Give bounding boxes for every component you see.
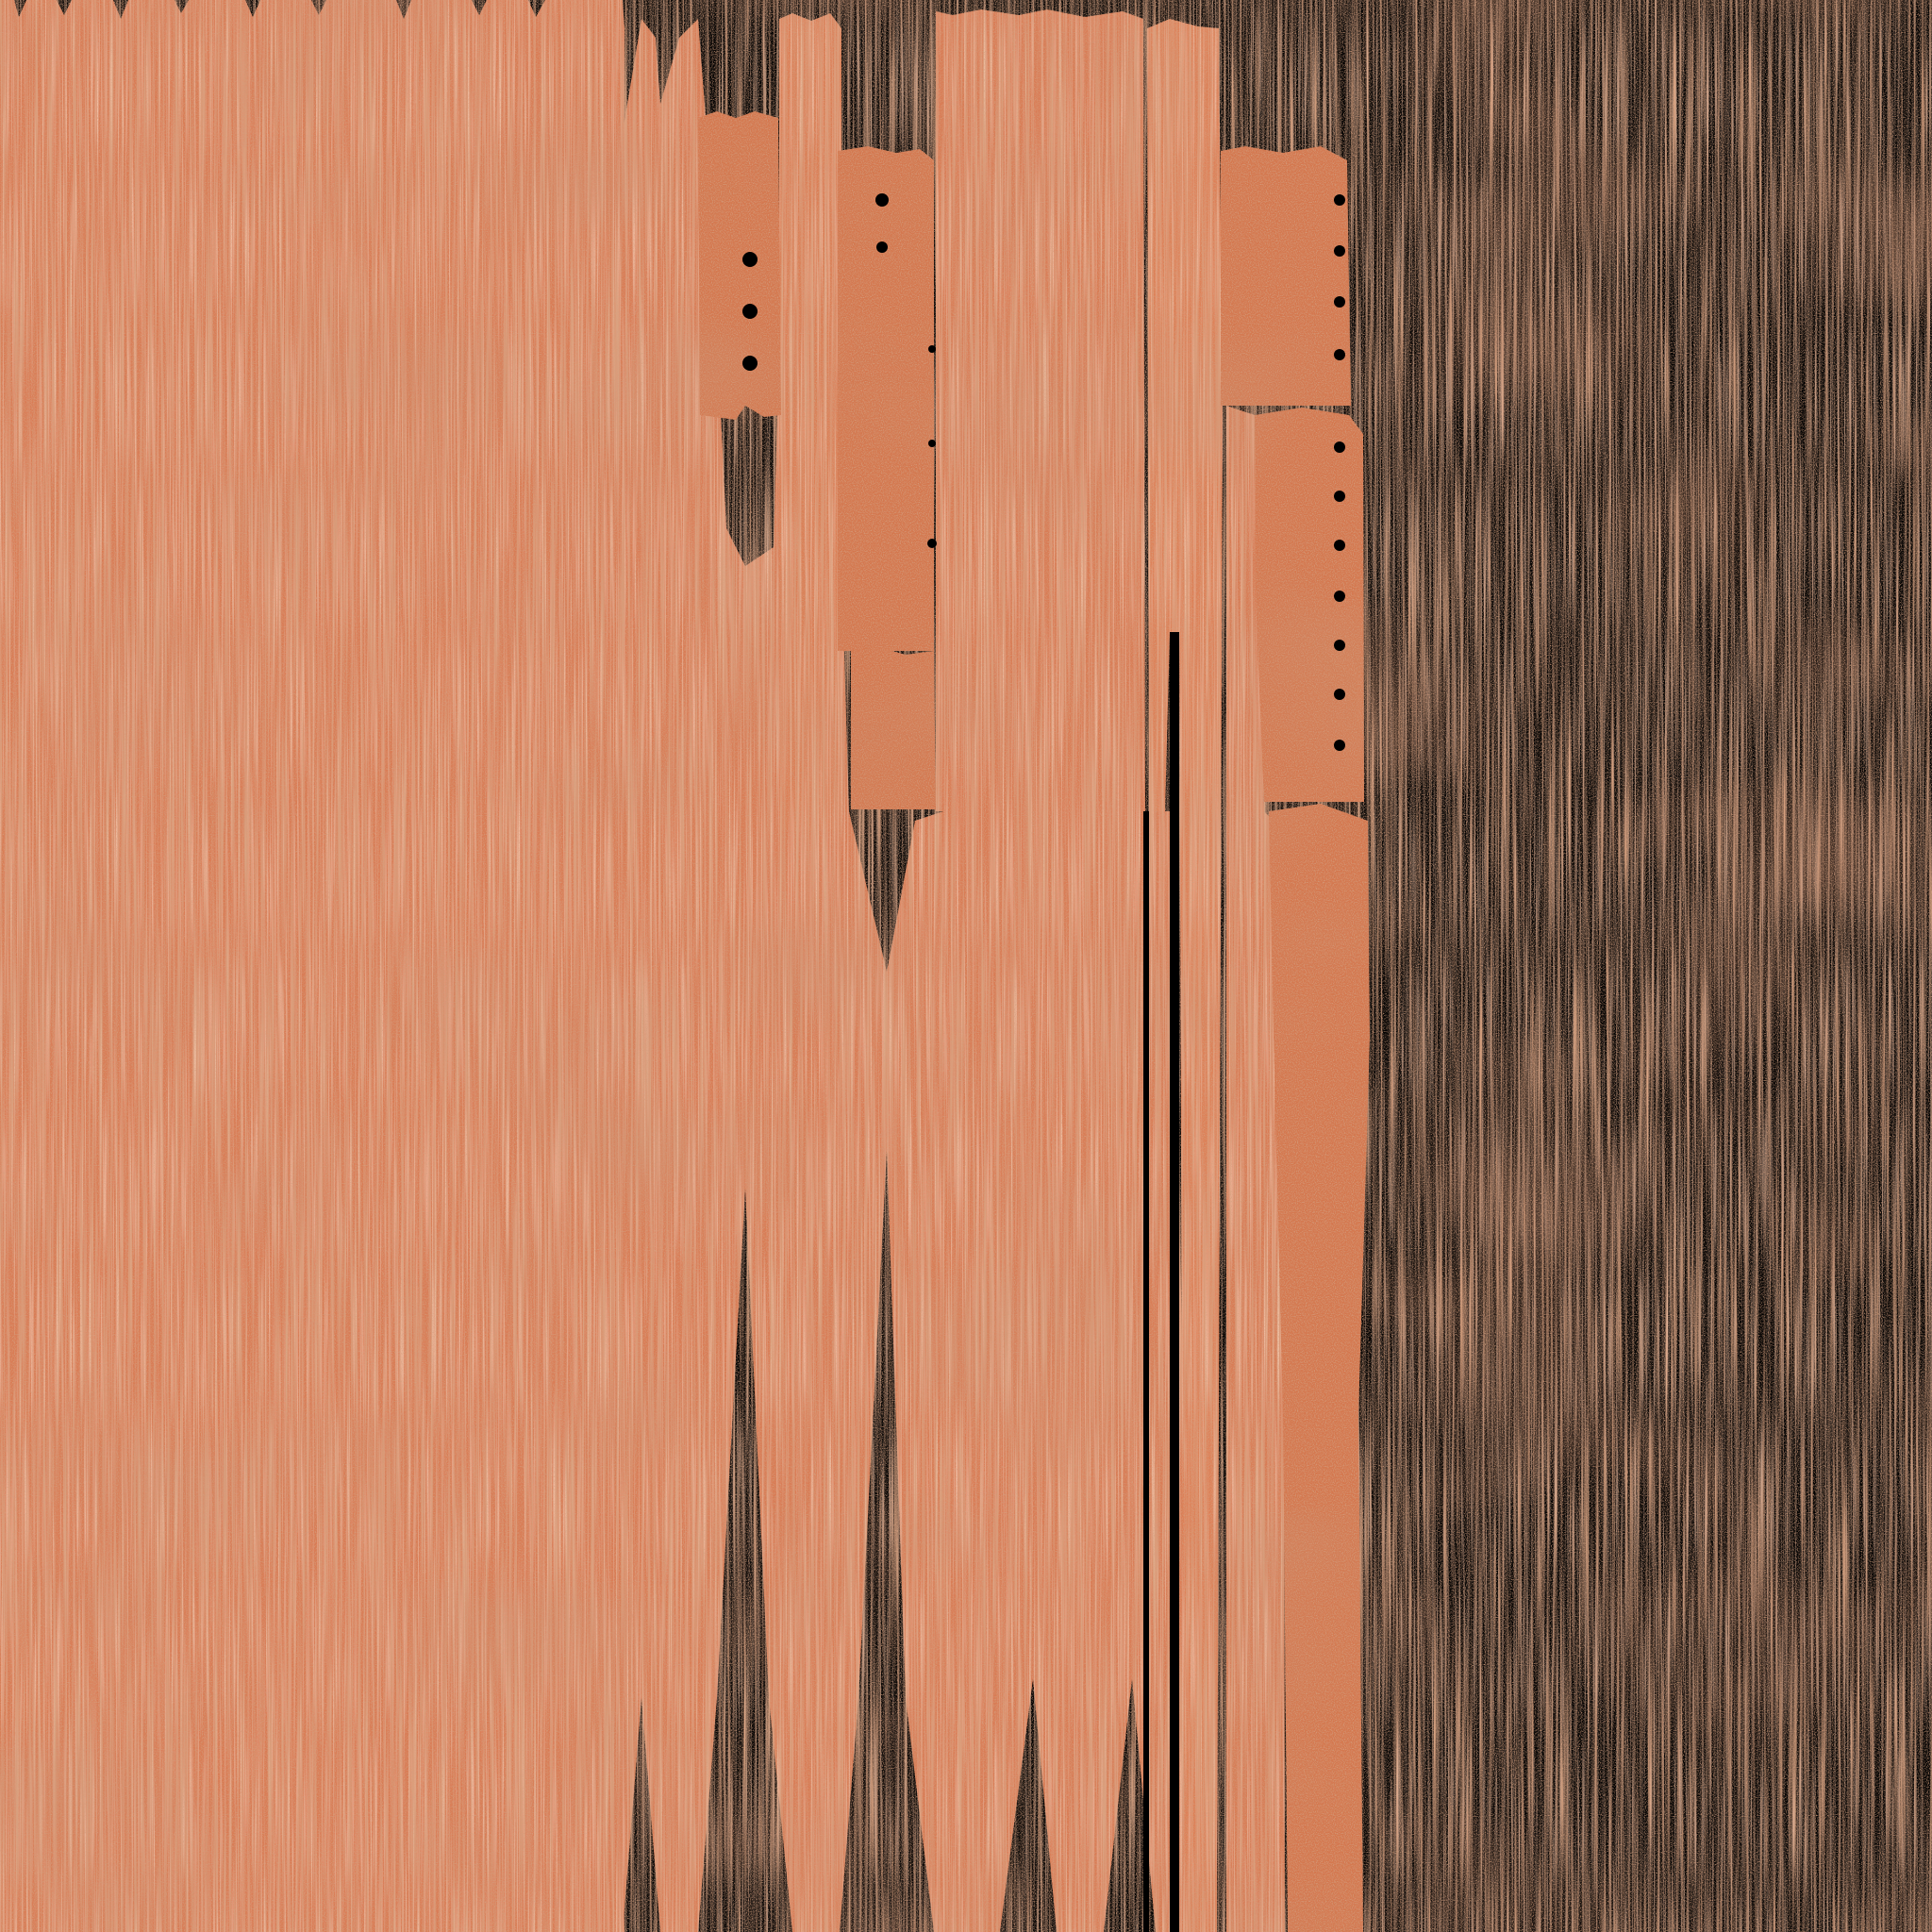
- strip-gaps: [1143, 632, 1179, 1932]
- stitch-dots: [742, 193, 1345, 751]
- narrow-hair-strip-1: [779, 13, 841, 830]
- scalp-patch-2: [838, 146, 934, 651]
- main-panel-tone-overlay: [0, 0, 623, 1932]
- scalp-patch-3: [851, 647, 936, 809]
- hair-strip-4: [1226, 406, 1285, 1932]
- hair-strip-3: [1147, 19, 1223, 1932]
- hair-strip-2: [936, 9, 1145, 811]
- scalp-patch-5: [1255, 408, 1364, 802]
- scalp-patch-1: [698, 111, 781, 420]
- zigzag-lower-band: [613, 19, 1191, 1932]
- scalp-patch-6: [1269, 804, 1370, 1932]
- scalp-patch-4: [1221, 146, 1351, 406]
